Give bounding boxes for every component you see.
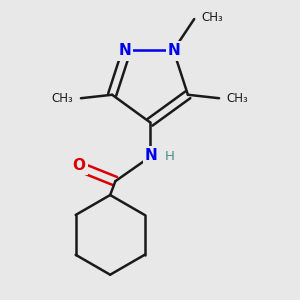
Text: H: H	[164, 150, 174, 163]
Text: CH₃: CH₃	[52, 92, 73, 105]
Text: O: O	[73, 158, 85, 173]
Text: CH₃: CH₃	[202, 11, 224, 24]
Text: CH₃: CH₃	[227, 92, 248, 105]
Text: N: N	[118, 44, 131, 59]
Text: N: N	[145, 148, 158, 163]
Text: N: N	[168, 44, 181, 59]
